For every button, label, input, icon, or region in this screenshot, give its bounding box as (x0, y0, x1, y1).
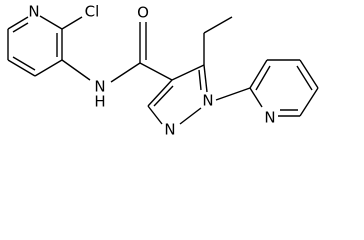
atom-label: N (28, 3, 39, 21)
atom-label: N (164, 121, 175, 139)
atom-label: H (94, 93, 105, 111)
atom-label: N (94, 78, 105, 96)
bonds (7, 15, 319, 125)
atom-label: Cl (85, 3, 100, 21)
atom-label: O (137, 4, 149, 22)
atom-label: N (264, 109, 275, 127)
atom-label: N (202, 92, 213, 110)
molecule: N Cl N H O N N N (7, 3, 319, 139)
